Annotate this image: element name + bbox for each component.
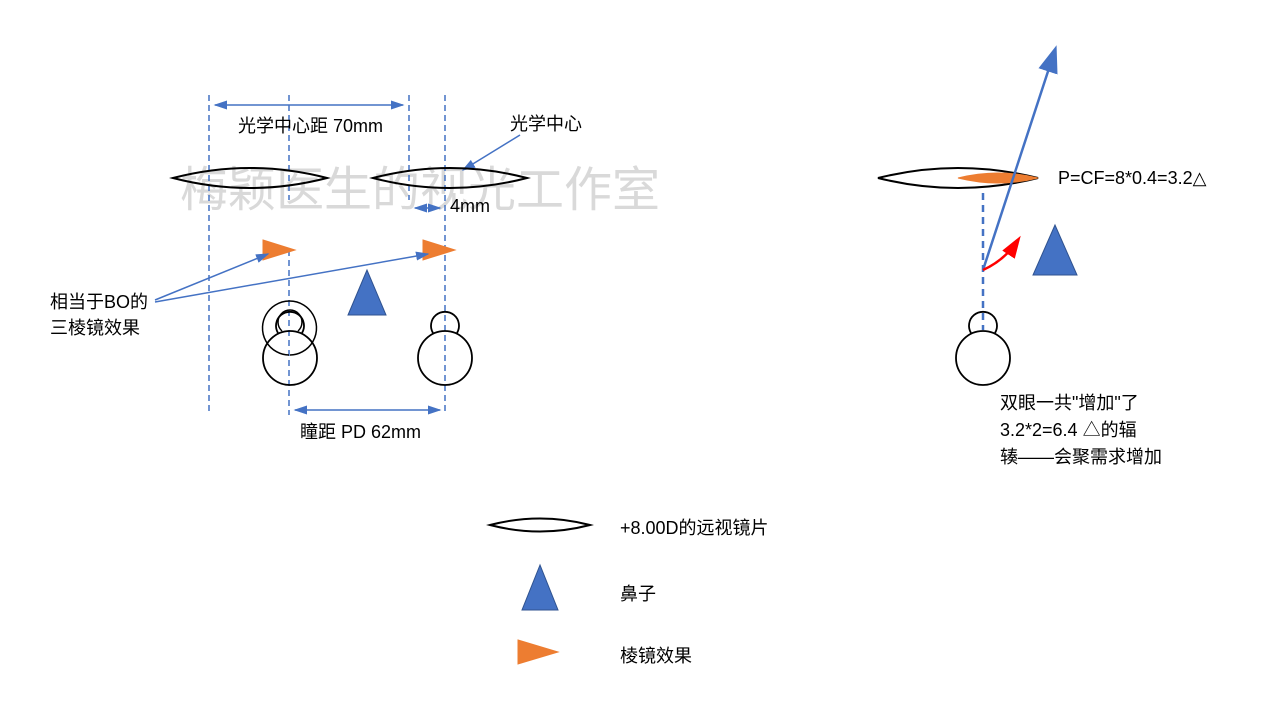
legend-lens-label: +8.00D的远视镜片 — [620, 514, 769, 540]
bo-prism-label: 相当于BO的 三棱镜效果 — [50, 288, 148, 340]
legend-prism-label: 棱镜效果 — [620, 642, 692, 668]
optical-center-label: 光学中心 — [510, 110, 582, 136]
formula-label: P=CF=8*0.4=3.2△ — [1058, 168, 1206, 189]
offset-label: 4mm — [450, 196, 490, 217]
convergence-label: 双眼一共"增加"了 3.2*2=6.4 △的辐 辏——会聚需求增加 — [1000, 390, 1162, 471]
optical-diagram — [0, 0, 1280, 720]
pd-label: 瞳距 PD 62mm — [300, 418, 421, 444]
legend-nose-label: 鼻子 — [620, 580, 656, 606]
ocd-label: 光学中心距 70mm — [238, 112, 383, 138]
